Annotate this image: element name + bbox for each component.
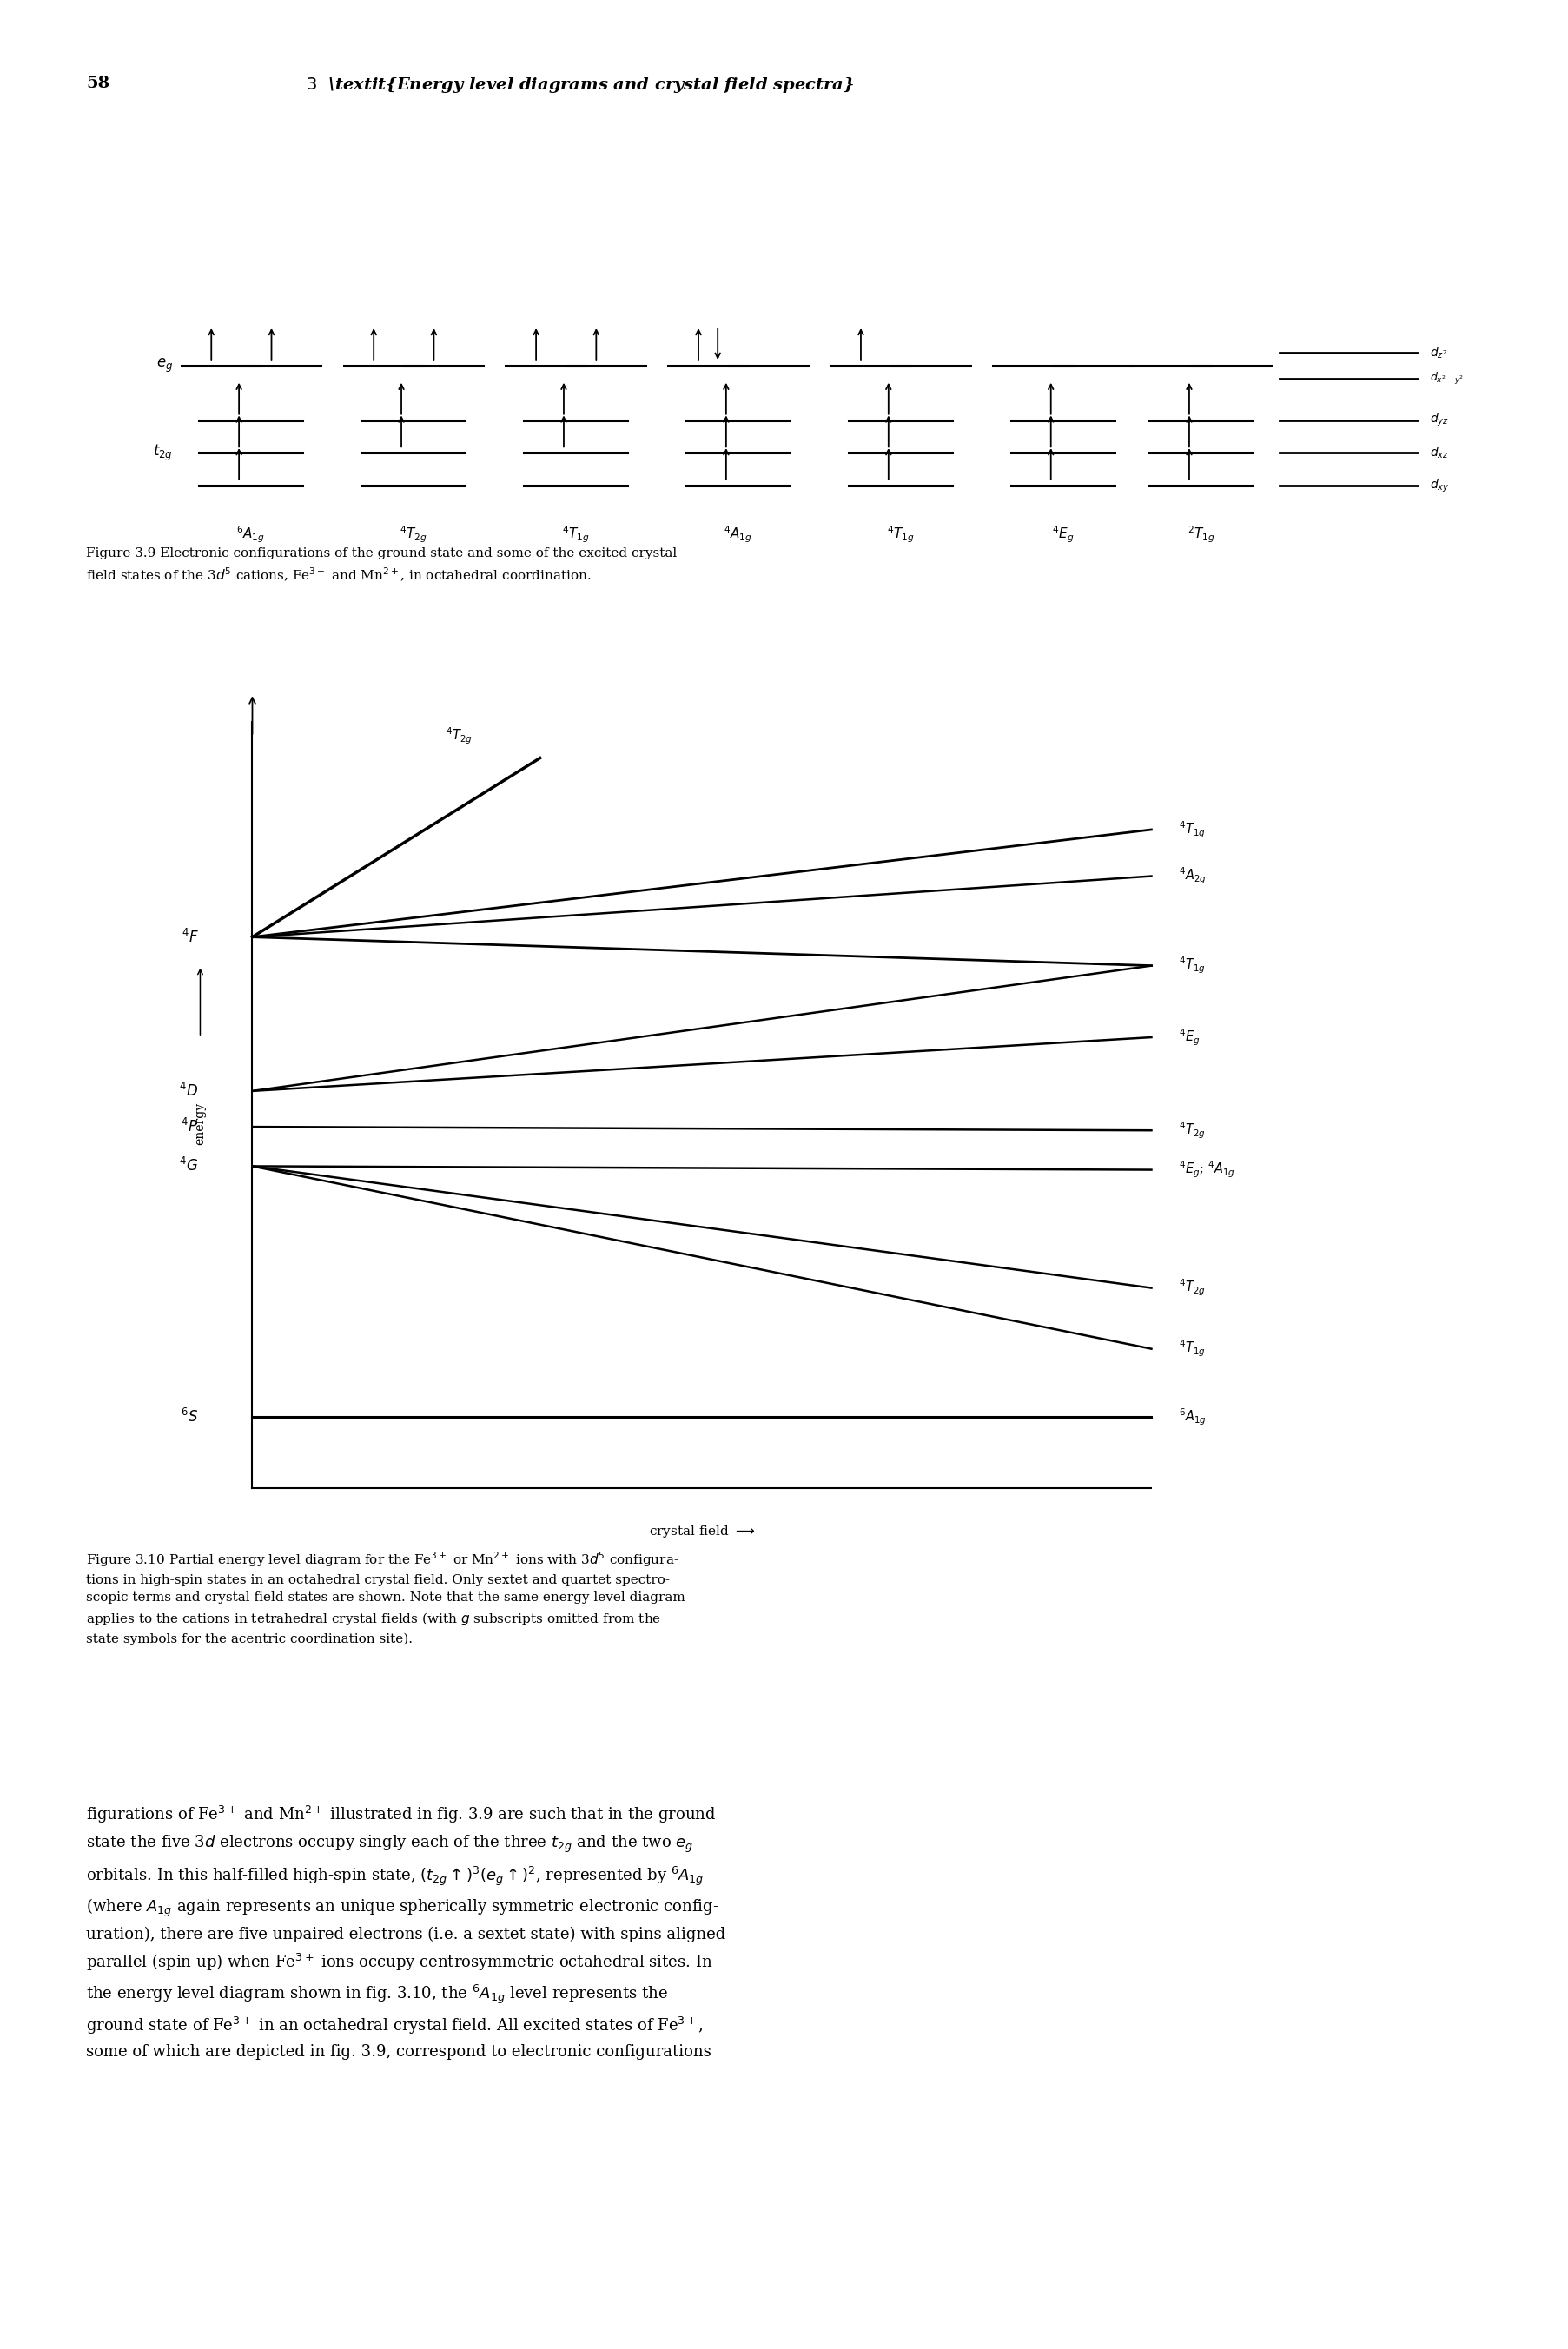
Text: $^4A_{2g}$: $^4A_{2g}$ — [1178, 867, 1206, 886]
Text: $^4E_g$; $^4A_{1g}$: $^4E_g$; $^4A_{1g}$ — [1178, 1160, 1234, 1179]
Text: figurations of Fe$^{3+}$ and Mn$^{2+}$ illustrated in fig. 3.9 are such that in : figurations of Fe$^{3+}$ and Mn$^{2+}$ i… — [86, 1804, 726, 2060]
Text: $d_{yz}$: $d_{yz}$ — [1428, 411, 1447, 428]
Text: $^6A_{1g}$: $^6A_{1g}$ — [237, 524, 265, 545]
Text: $^4A_{1g}$: $^4A_{1g}$ — [723, 524, 753, 545]
Text: $^4D$: $^4D$ — [179, 1083, 198, 1099]
Text: $^4T_{1g}$: $^4T_{1g}$ — [1178, 820, 1204, 839]
Text: $d_{xy}$: $d_{xy}$ — [1428, 477, 1449, 493]
Text: $^4F$: $^4F$ — [180, 928, 198, 947]
Text: $^4E_g$: $^4E_g$ — [1178, 1027, 1200, 1048]
Text: $^4T_{2g}$: $^4T_{2g}$ — [400, 524, 426, 545]
Text: $^4E_g$: $^4E_g$ — [1051, 524, 1074, 545]
Text: $t_{2g}$: $t_{2g}$ — [154, 444, 172, 463]
Text: $^4T_{1g}$: $^4T_{1g}$ — [561, 524, 590, 545]
Text: $^4T_{2g}$: $^4T_{2g}$ — [1178, 1120, 1204, 1142]
Text: 58: 58 — [86, 75, 110, 92]
Text: $^4T_{2g}$: $^4T_{2g}$ — [445, 726, 472, 747]
Text: crystal field $\longrightarrow$: crystal field $\longrightarrow$ — [649, 1525, 754, 1539]
Text: energy: energy — [194, 1102, 205, 1144]
Text: $d_{x^2-y^2}$: $d_{x^2-y^2}$ — [1428, 371, 1463, 388]
Text: $^2T_{1g}$: $^2T_{1g}$ — [1187, 524, 1214, 545]
Text: Figure 3.9 Electronic configurations of the ground state and some of the excited: Figure 3.9 Electronic configurations of … — [86, 547, 677, 585]
Text: $^4T_{1g}$: $^4T_{1g}$ — [1178, 1339, 1204, 1360]
Text: Figure 3.10 Partial energy level diagram for the Fe$^{3+}$ or Mn$^{2+}$ ions wit: Figure 3.10 Partial energy level diagram… — [86, 1550, 685, 1644]
Text: $^4T_{1g}$: $^4T_{1g}$ — [1178, 956, 1204, 975]
Text: $e_g$: $e_g$ — [157, 357, 172, 373]
Text: $^4T_{2g}$: $^4T_{2g}$ — [1178, 1278, 1204, 1299]
Text: $3$  \textit{Energy level diagrams and crystal field spectra}: $3$ \textit{Energy level diagrams and cr… — [306, 75, 855, 94]
Text: $^4T_{1g}$: $^4T_{1g}$ — [886, 524, 914, 545]
Text: $^4P$: $^4P$ — [180, 1118, 198, 1135]
Text: $^4G$: $^4G$ — [179, 1158, 198, 1174]
Text: $d_{xz}$: $d_{xz}$ — [1428, 446, 1447, 460]
Text: $^6S$: $^6S$ — [180, 1407, 198, 1426]
Text: $d_{z^2}$: $d_{z^2}$ — [1428, 345, 1446, 359]
Text: $^6A_{1g}$: $^6A_{1g}$ — [1178, 1407, 1206, 1426]
